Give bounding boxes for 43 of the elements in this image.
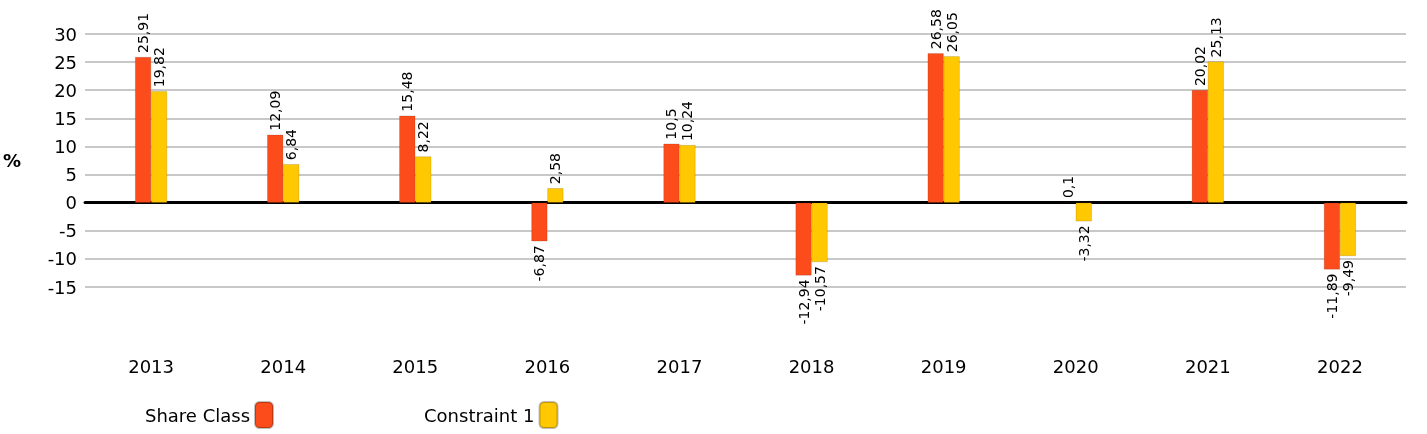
data-label: -6,87 <box>531 245 548 282</box>
x-tick-label: 2021 <box>1184 355 1231 377</box>
y-axis-title: % <box>2 150 22 171</box>
legend-label: Constraint 1 <box>424 404 535 426</box>
x-tick-label: 2013 <box>128 355 174 377</box>
y-tick-label: 15 <box>54 107 78 129</box>
data-label: 8,22 <box>415 121 432 153</box>
x-tick-label: 2018 <box>788 355 835 377</box>
y-tick-label: 10 <box>54 135 78 157</box>
x-tick-label: 2015 <box>392 355 439 377</box>
x-tick-label: 2014 <box>260 355 307 377</box>
y-tick-label: -5 <box>59 220 78 242</box>
data-label: 26,05 <box>943 12 960 53</box>
y-tick-label: -15 <box>47 276 78 298</box>
data-label: 25,91 <box>135 12 152 53</box>
x-tick-label: 2019 <box>920 355 967 377</box>
data-label: -9,49 <box>1339 260 1356 297</box>
legend-label: Share Class <box>144 404 251 426</box>
data-label: -3,32 <box>1075 225 1092 262</box>
data-label: 0,1 <box>1059 175 1076 199</box>
y-tick-label: 0 <box>65 192 78 214</box>
data-label: 10,24 <box>679 100 696 142</box>
data-label: 2,58 <box>547 152 564 185</box>
y-tick-label: 5 <box>65 164 78 186</box>
data-label: 6,84 <box>283 128 300 161</box>
y-tick-label: 25 <box>54 51 78 73</box>
data-label: 26,58 <box>927 9 944 50</box>
data-label: 20,02 <box>1191 46 1208 87</box>
x-tick-label: 2017 <box>656 355 703 377</box>
data-label: 25,13 <box>1207 17 1224 58</box>
data-label: 19,82 <box>151 47 168 88</box>
y-tick-label: 20 <box>54 79 78 101</box>
data-label: -11,89 <box>1323 273 1340 319</box>
data-label: 10,5 <box>663 108 680 140</box>
data-label: 15,48 <box>399 71 416 112</box>
x-tick-label: 2020 <box>1052 355 1099 377</box>
data-label: -10,57 <box>811 266 828 312</box>
data-label: 12,09 <box>267 90 284 131</box>
x-tick-label: 2022 <box>1317 355 1363 377</box>
data-label: -12,94 <box>795 279 812 325</box>
y-tick-label: -10 <box>47 248 78 270</box>
x-tick-label: 2016 <box>524 355 571 377</box>
y-tick-label: 30 <box>54 23 78 45</box>
